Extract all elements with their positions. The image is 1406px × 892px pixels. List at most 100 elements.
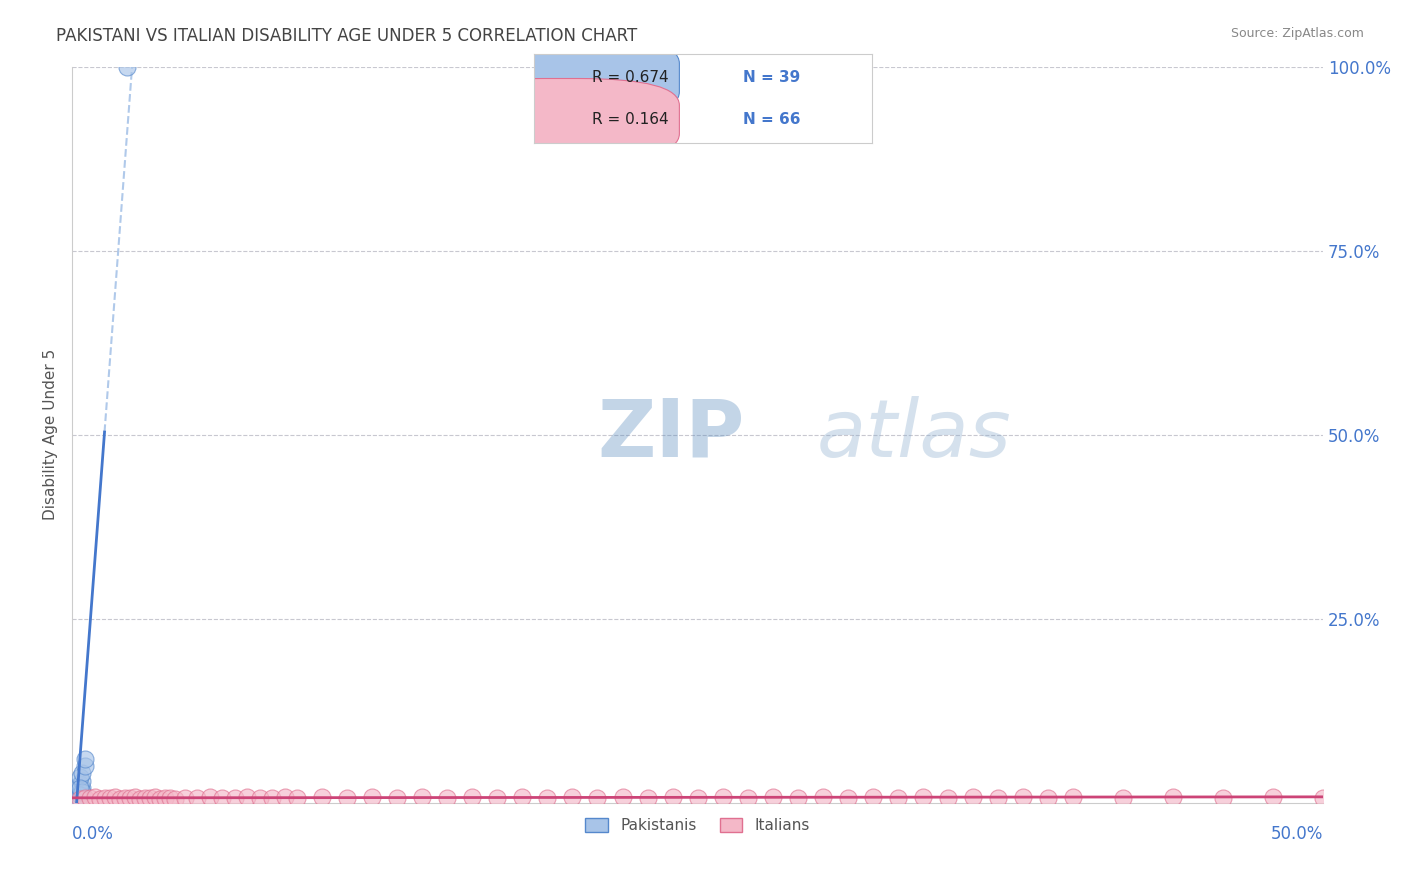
Point: [661, 789, 683, 804]
Point: [79, 791, 101, 805]
Point: [711, 789, 734, 804]
Point: [561, 789, 583, 804]
Point: [63, 794, 86, 808]
Point: [811, 789, 834, 804]
Point: [73, 751, 96, 765]
Point: [66, 794, 89, 808]
Point: [65, 793, 87, 807]
Point: [73, 790, 96, 805]
Legend: Pakistanis, Italians: Pakistanis, Italians: [579, 812, 815, 839]
Text: R = 0.674: R = 0.674: [592, 70, 668, 85]
Text: R = 0.164: R = 0.164: [592, 112, 668, 127]
Point: [512, 789, 534, 804]
Point: [586, 790, 609, 805]
Point: [65, 793, 87, 807]
Point: [273, 789, 295, 804]
Point: [65, 794, 87, 808]
FancyBboxPatch shape: [443, 78, 679, 161]
Point: [115, 60, 138, 74]
Point: [911, 789, 934, 804]
Point: [63, 794, 86, 808]
Point: [387, 790, 409, 805]
Point: [186, 791, 208, 805]
Point: [69, 792, 91, 806]
Point: [262, 791, 284, 805]
Text: N = 39: N = 39: [744, 70, 801, 85]
Point: [65, 795, 87, 809]
Point: [69, 785, 91, 799]
Point: [63, 793, 86, 807]
Point: [249, 790, 271, 805]
Point: [63, 793, 86, 807]
Point: [89, 792, 111, 806]
Point: [67, 795, 90, 809]
Point: [66, 795, 89, 809]
Point: [285, 790, 308, 805]
Point: [138, 791, 160, 805]
Point: [987, 790, 1010, 805]
Point: [69, 789, 91, 803]
Point: [65, 794, 87, 808]
Point: [128, 792, 150, 806]
Point: [98, 791, 121, 805]
Point: [936, 790, 959, 805]
Point: [65, 794, 87, 808]
Y-axis label: Disability Age Under 5: Disability Age Under 5: [44, 349, 58, 520]
Point: [70, 773, 93, 788]
Point: [66, 794, 89, 808]
Point: [70, 785, 93, 799]
Point: [108, 792, 131, 806]
Point: [862, 789, 884, 804]
Text: 50.0%: 50.0%: [1271, 825, 1323, 843]
Point: [83, 789, 105, 804]
Point: [70, 766, 93, 780]
Point: [163, 792, 186, 806]
Point: [1062, 789, 1084, 804]
Point: [69, 770, 91, 784]
Point: [124, 789, 146, 804]
Point: [236, 789, 259, 804]
Point: [63, 794, 86, 808]
Point: [63, 793, 86, 807]
Point: [69, 777, 91, 791]
Point: [63, 793, 86, 807]
Point: [436, 790, 458, 805]
Point: [411, 789, 433, 804]
Point: [93, 790, 115, 805]
FancyBboxPatch shape: [443, 37, 679, 119]
Point: [65, 795, 87, 809]
Text: Source: ZipAtlas.com: Source: ZipAtlas.com: [1230, 27, 1364, 40]
Point: [198, 789, 221, 804]
Point: [1012, 789, 1035, 804]
Point: [1212, 790, 1234, 805]
Point: [66, 793, 89, 807]
Point: [887, 790, 910, 805]
Point: [118, 791, 141, 805]
Point: [69, 780, 91, 795]
Text: PAKISTANI VS ITALIAN DISABILITY AGE UNDER 5 CORRELATION CHART: PAKISTANI VS ITALIAN DISABILITY AGE UNDE…: [56, 27, 637, 45]
Point: [536, 790, 558, 805]
Point: [224, 791, 246, 805]
Point: [1161, 789, 1184, 804]
Point: [486, 790, 509, 805]
Point: [66, 793, 89, 807]
Point: [149, 792, 172, 806]
Point: [737, 790, 759, 805]
Point: [786, 790, 808, 805]
Point: [63, 795, 86, 809]
Point: [837, 790, 859, 805]
Point: [134, 790, 156, 805]
Point: [70, 780, 93, 795]
Text: atlas: atlas: [817, 396, 1011, 474]
Point: [63, 796, 86, 810]
Point: [66, 795, 89, 809]
Point: [63, 793, 86, 807]
Point: [612, 789, 634, 804]
Text: ZIP: ZIP: [598, 396, 745, 474]
Text: 0.0%: 0.0%: [72, 825, 114, 843]
Point: [637, 790, 659, 805]
Point: [962, 789, 984, 804]
Point: [66, 794, 89, 808]
Point: [1261, 789, 1284, 804]
Point: [73, 759, 96, 773]
